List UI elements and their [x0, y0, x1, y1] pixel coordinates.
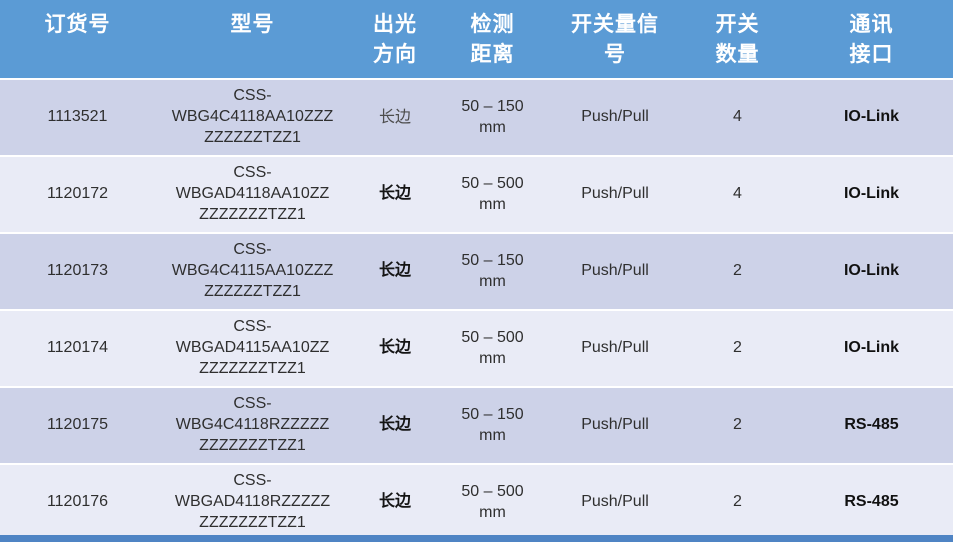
- table-body: 1113521 CSS- WBG4C4118AA10ZZZ ZZZZZZTZZ1…: [0, 78, 953, 540]
- table-row: 1120176 CSS- WBGAD4118RZZZZZ ZZZZZZZTZZ1…: [0, 463, 953, 540]
- cell-order-no: 1120174: [0, 309, 155, 386]
- cell-model: CSS- WBG4C4118RZZZZZ ZZZZZZZTZZ1: [155, 386, 350, 463]
- header-cell-switch-signal: 开关量信 号: [545, 0, 685, 78]
- cell-beam-direction: 长边: [350, 309, 440, 386]
- cell-order-no: 1120176: [0, 463, 155, 540]
- cell-switch-signal: Push/Pull: [545, 78, 685, 155]
- cell-beam-direction: 长边: [350, 78, 440, 155]
- cell-switch-signal: Push/Pull: [545, 386, 685, 463]
- header-cell-interface: 通讯 接口: [790, 0, 953, 78]
- cell-model: CSS- WBGAD4118RZZZZZ ZZZZZZZTZZ1: [155, 463, 350, 540]
- cell-beam-direction: 长边: [350, 463, 440, 540]
- cell-order-no: 1113521: [0, 78, 155, 155]
- cell-detection-range: 50 – 500 mm: [440, 463, 545, 540]
- header-cell-switch-count: 开关 数量: [685, 0, 790, 78]
- header-cell-detection-range: 检测 距离: [440, 0, 545, 78]
- cell-order-no: 1120175: [0, 386, 155, 463]
- cell-beam-direction: 长边: [350, 155, 440, 232]
- cell-switch-signal: Push/Pull: [545, 155, 685, 232]
- table-header: 订货号 型号 出光 方向 检测 距离 开关量信 号 开关 数量 通讯 接口: [0, 0, 953, 78]
- cell-model: CSS- WBG4C4115AA10ZZZ ZZZZZZTZZ1: [155, 232, 350, 309]
- cell-switch-count: 4: [685, 78, 790, 155]
- next-section-header-bar: [0, 535, 953, 542]
- table-row: 1120173 CSS- WBG4C4115AA10ZZZ ZZZZZZTZZ1…: [0, 232, 953, 309]
- cell-interface: IO-Link: [790, 309, 953, 386]
- cell-switch-count: 2: [685, 386, 790, 463]
- cell-switch-signal: Push/Pull: [545, 309, 685, 386]
- cell-detection-range: 50 – 150 mm: [440, 78, 545, 155]
- cell-beam-direction: 长边: [350, 386, 440, 463]
- cell-switch-signal: Push/Pull: [545, 463, 685, 540]
- table-row: 1120174 CSS- WBGAD4115AA10ZZ ZZZZZZZTZZ1…: [0, 309, 953, 386]
- cell-interface: IO-Link: [790, 232, 953, 309]
- cell-interface: IO-Link: [790, 155, 953, 232]
- cell-detection-range: 50 – 500 mm: [440, 309, 545, 386]
- cell-switch-count: 2: [685, 309, 790, 386]
- cell-order-no: 1120172: [0, 155, 155, 232]
- header-cell-model: 型号: [155, 0, 350, 78]
- table-row: 1113521 CSS- WBG4C4118AA10ZZZ ZZZZZZTZZ1…: [0, 78, 953, 155]
- table-row: 1120172 CSS- WBGAD4118AA10ZZ ZZZZZZZTZZ1…: [0, 155, 953, 232]
- cell-detection-range: 50 – 150 mm: [440, 232, 545, 309]
- cell-model: CSS- WBG4C4118AA10ZZZ ZZZZZZTZZ1: [155, 78, 350, 155]
- cell-detection-range: 50 – 500 mm: [440, 155, 545, 232]
- header-cell-beam-direction: 出光 方向: [350, 0, 440, 78]
- cell-detection-range: 50 – 150 mm: [440, 386, 545, 463]
- header-cell-order-no: 订货号: [0, 0, 155, 78]
- cell-model: CSS- WBGAD4118AA10ZZ ZZZZZZZTZZ1: [155, 155, 350, 232]
- cell-model: CSS- WBGAD4115AA10ZZ ZZZZZZZTZZ1: [155, 309, 350, 386]
- table-row: 1120175 CSS- WBG4C4118RZZZZZ ZZZZZZZTZZ1…: [0, 386, 953, 463]
- cell-switch-count: 2: [685, 463, 790, 540]
- cell-interface: RS-485: [790, 386, 953, 463]
- cell-switch-count: 4: [685, 155, 790, 232]
- cell-beam-direction: 长边: [350, 232, 440, 309]
- header-row: 订货号 型号 出光 方向 检测 距离 开关量信 号 开关 数量 通讯 接口: [0, 0, 953, 78]
- cell-order-no: 1120173: [0, 232, 155, 309]
- cell-interface: IO-Link: [790, 78, 953, 155]
- cell-switch-count: 2: [685, 232, 790, 309]
- cell-interface: RS-485: [790, 463, 953, 540]
- cell-switch-signal: Push/Pull: [545, 232, 685, 309]
